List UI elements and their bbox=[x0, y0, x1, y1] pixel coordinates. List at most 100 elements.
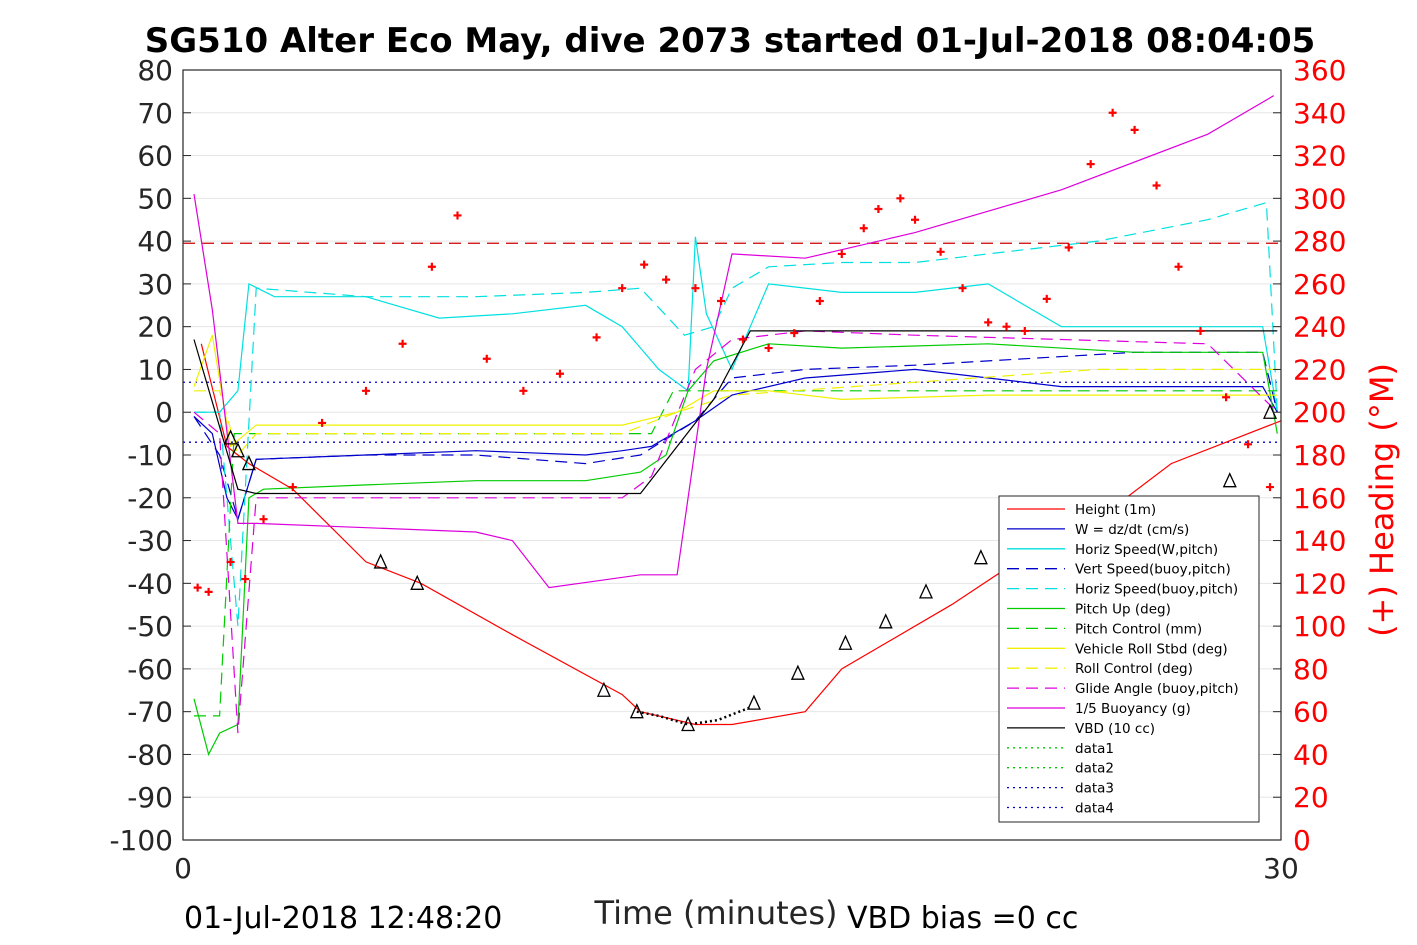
y-right-tick-label: 260 bbox=[1293, 268, 1346, 301]
heading-point bbox=[259, 515, 268, 524]
triangle-marker bbox=[629, 703, 644, 719]
y-right-tick-label: 80 bbox=[1293, 653, 1329, 686]
legend-label: data2 bbox=[1075, 761, 1114, 777]
triangle-marker bbox=[746, 694, 761, 710]
x-tick-label: 30 bbox=[1263, 852, 1299, 885]
footer-vbd-bias: VBD bias =0 cc bbox=[847, 901, 1078, 936]
y-tick-label: -70 bbox=[127, 696, 173, 729]
y-tick-label: 70 bbox=[137, 97, 173, 130]
chart-title: SG510 Alter Eco May, dive 2073 started 0… bbox=[145, 21, 1316, 61]
triangle-marker bbox=[596, 681, 611, 697]
heading-point bbox=[193, 583, 202, 592]
legend-label: Horiz Speed(W,pitch) bbox=[1075, 542, 1218, 558]
y-tick-label: 10 bbox=[137, 353, 173, 386]
y-tick-label: 50 bbox=[137, 182, 173, 215]
heading-point bbox=[1108, 108, 1117, 117]
heading-point bbox=[1086, 160, 1095, 169]
legend-label: 1/5 Buoyancy (g) bbox=[1075, 701, 1191, 717]
y-tick-label: 20 bbox=[137, 311, 173, 344]
heading-point bbox=[662, 275, 671, 284]
heading-point bbox=[911, 215, 919, 224]
heading-point bbox=[318, 418, 327, 427]
triangle-marker bbox=[230, 442, 245, 458]
heading-point bbox=[936, 247, 945, 256]
series-line bbox=[194, 201, 1278, 627]
heading-point bbox=[896, 194, 905, 203]
y-right-tick-label: 200 bbox=[1293, 396, 1346, 429]
heading-point bbox=[453, 211, 462, 220]
triangle-marker bbox=[973, 549, 988, 565]
y-right-tick-label: 40 bbox=[1293, 738, 1329, 771]
legend-box bbox=[998, 495, 1260, 823]
y-tick-label: -50 bbox=[127, 610, 173, 643]
series-line bbox=[194, 368, 1278, 457]
y-tick-label: -60 bbox=[127, 653, 173, 686]
y-right-tick-label: 240 bbox=[1293, 311, 1346, 344]
heading-point bbox=[837, 249, 846, 258]
heading-point bbox=[1002, 322, 1011, 331]
heading-point bbox=[555, 369, 564, 378]
heading-point bbox=[1042, 294, 1051, 303]
y-right-tick-label: 180 bbox=[1293, 439, 1346, 472]
heading-point bbox=[717, 297, 726, 305]
heading-point bbox=[1266, 483, 1275, 492]
y-tick-label: -20 bbox=[127, 482, 173, 515]
y-tick-label: -30 bbox=[127, 525, 173, 558]
y-tick-label: -10 bbox=[127, 439, 173, 472]
y-right-tick-label: 300 bbox=[1293, 182, 1346, 215]
y-tick-label: -40 bbox=[127, 567, 173, 600]
y-right-tick-label: 140 bbox=[1293, 525, 1346, 558]
y-right-tick-label: 160 bbox=[1293, 482, 1346, 515]
heading-point bbox=[241, 575, 250, 584]
heading-point bbox=[592, 333, 601, 342]
heading-point bbox=[362, 386, 370, 395]
heading-point bbox=[1174, 262, 1183, 271]
footer-timestamp: 01-Jul-2018 12:48:20 bbox=[184, 901, 502, 936]
legend-label: data1 bbox=[1075, 741, 1114, 757]
series-line bbox=[193, 330, 1278, 495]
y-right-tick-label: 100 bbox=[1293, 610, 1346, 643]
heading-point bbox=[874, 205, 883, 214]
x-tick-label: 0 bbox=[174, 852, 192, 885]
heading-point bbox=[815, 297, 824, 305]
heading-point bbox=[519, 386, 528, 395]
legend-label: data3 bbox=[1075, 781, 1114, 797]
heading-point bbox=[738, 335, 747, 344]
series-line bbox=[193, 368, 1278, 521]
heading-point bbox=[204, 587, 213, 596]
heading-point bbox=[288, 483, 297, 492]
y-tick-label: 40 bbox=[137, 225, 173, 258]
legend-label: Height (1m) bbox=[1075, 502, 1156, 518]
heading-point bbox=[618, 284, 627, 293]
legend-label: Pitch Control (mm) bbox=[1075, 621, 1202, 637]
heading-point bbox=[482, 354, 491, 363]
heading-point bbox=[640, 260, 649, 269]
y-tick-label: 80 bbox=[137, 54, 173, 87]
heading-point bbox=[790, 329, 799, 338]
legend-label: Glide Angle (buoy,pitch) bbox=[1075, 681, 1239, 697]
triangle-marker bbox=[223, 429, 238, 445]
heading-point bbox=[1152, 181, 1161, 190]
y-right-tick-label: 280 bbox=[1293, 225, 1346, 258]
y-tick-label: 30 bbox=[137, 268, 173, 301]
legend-label: Vert Speed(buoy,pitch) bbox=[1075, 562, 1231, 578]
heading-point bbox=[859, 224, 868, 233]
y-tick-label: 60 bbox=[137, 140, 173, 173]
heading-point bbox=[1130, 125, 1139, 134]
y-right-tick-label: 0 bbox=[1293, 824, 1311, 857]
y-tick-label: -90 bbox=[127, 781, 173, 814]
heading-point bbox=[984, 318, 993, 327]
series-line bbox=[193, 330, 1278, 734]
heading-point bbox=[427, 262, 436, 271]
legend-label: Horiz Speed(buoy,pitch) bbox=[1075, 582, 1238, 598]
triangle-marker bbox=[1222, 472, 1237, 488]
triangle-marker bbox=[918, 583, 933, 599]
heading-point bbox=[1244, 440, 1253, 449]
triangle-marker bbox=[373, 553, 388, 569]
heading-point bbox=[1222, 393, 1231, 402]
triangle-marker bbox=[681, 715, 696, 732]
heading-point bbox=[1020, 326, 1029, 335]
legend-label: W = dz/dt (cm/s) bbox=[1075, 522, 1189, 538]
